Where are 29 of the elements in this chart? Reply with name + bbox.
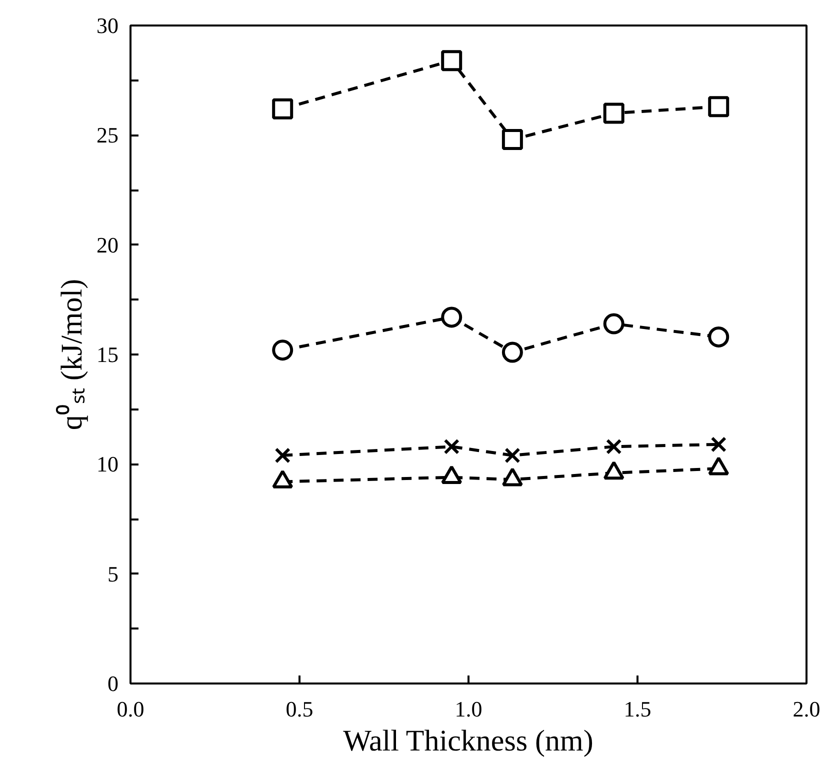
point (603, 102, 624, 124)
y-tick-label: 20 (96, 232, 118, 258)
x-tick-label: 1.0 (454, 696, 482, 722)
x-tick-label: 2.0 (792, 696, 820, 722)
x-axis-title: Wall Thickness (nm) (343, 724, 594, 758)
x-tick-label: 1.5 (624, 696, 652, 722)
y-tick-label: 0 (108, 671, 118, 696)
point (441, 50, 462, 72)
point (708, 326, 730, 348)
y-tick-label: 10 (96, 452, 118, 477)
y-axis-title: q⁰ₛₜ (kJ/mol) (56, 278, 88, 430)
point (272, 340, 294, 361)
point (274, 448, 290, 464)
point (441, 306, 462, 328)
point (708, 96, 730, 118)
point (502, 129, 523, 150)
y-tick-label: 30 (96, 13, 118, 38)
y-tick-label: 25 (96, 122, 118, 148)
point (603, 313, 624, 334)
point (606, 438, 622, 454)
x-tick-label: 0.5 (286, 696, 314, 722)
x-tick-label: 0.0 (116, 696, 144, 722)
point (504, 448, 520, 464)
y-tick-label: 5 (108, 561, 118, 586)
point (502, 342, 523, 363)
point (710, 436, 726, 452)
point (272, 98, 294, 120)
point (444, 438, 460, 454)
y-tick-label: 15 (96, 342, 118, 367)
